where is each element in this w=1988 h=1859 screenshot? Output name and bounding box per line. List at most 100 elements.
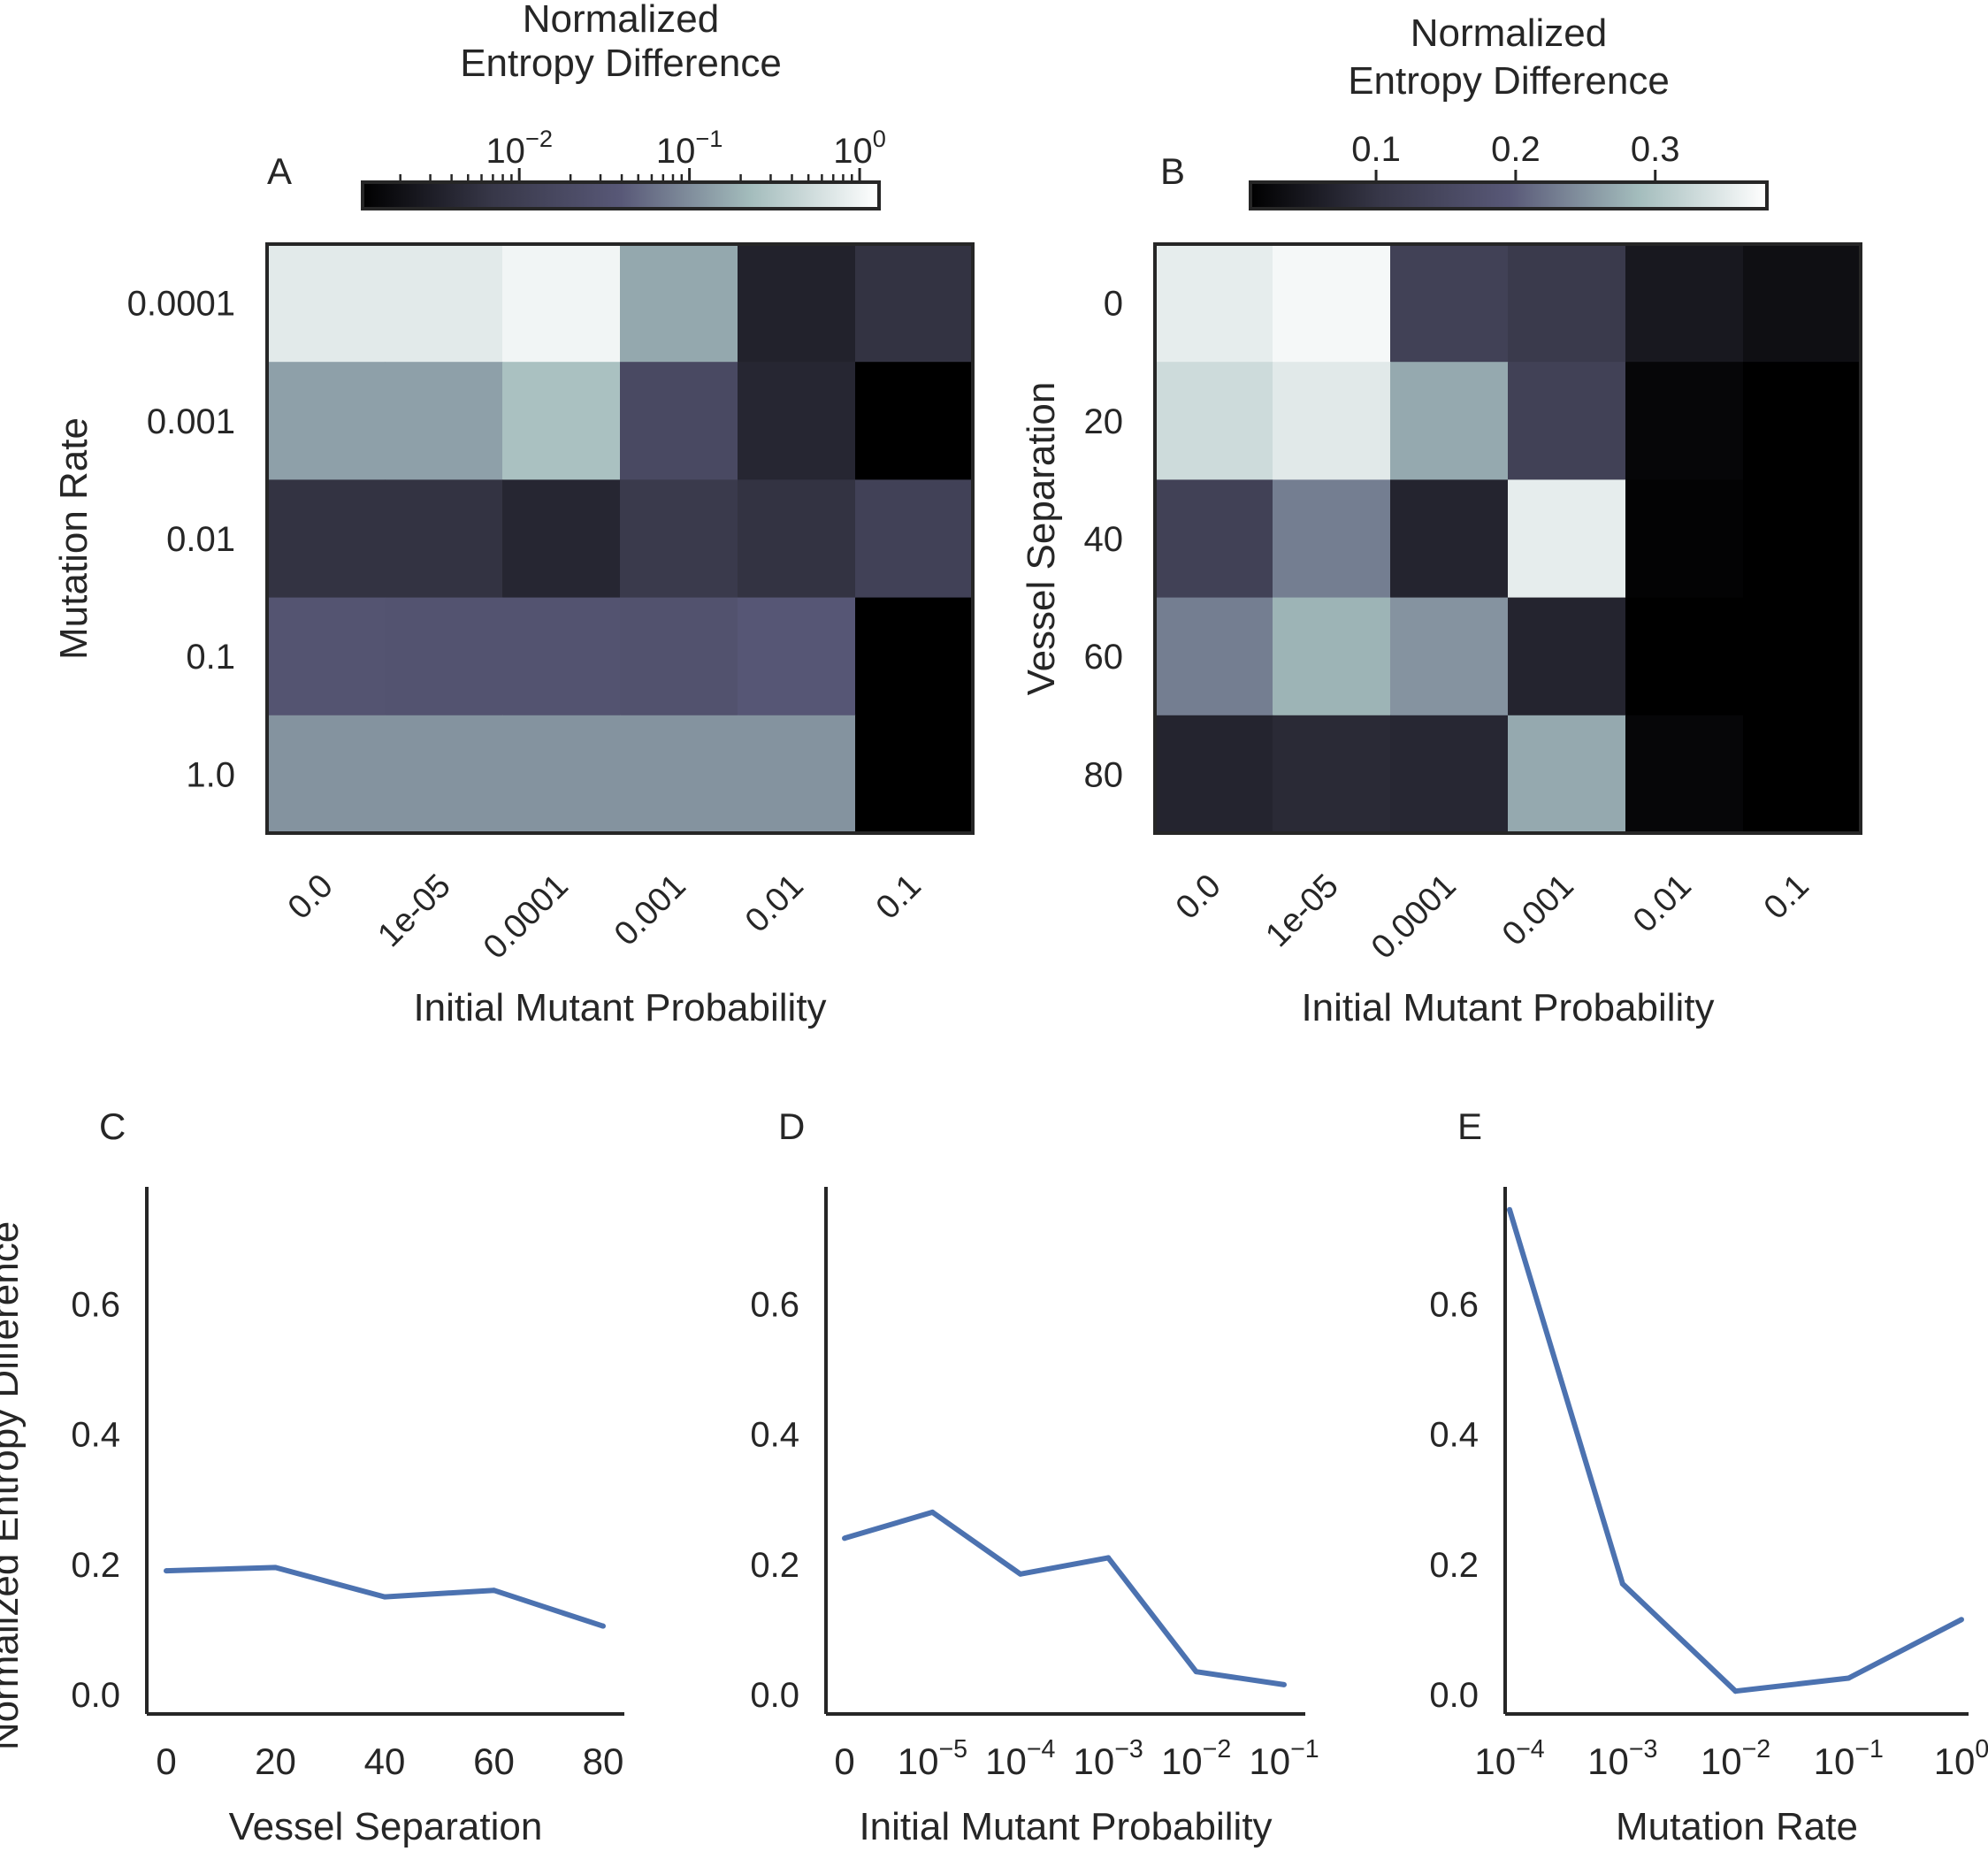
heatmap-cell [1390, 362, 1509, 480]
heatmap-cell [1508, 715, 1626, 834]
data-point [600, 1623, 606, 1629]
heatmap-cell [1625, 715, 1744, 834]
heatmap-cell [385, 362, 503, 480]
panel-label-b: B [1160, 150, 1185, 192]
heatmap-cell [1155, 479, 1273, 599]
heatmap-cell [502, 362, 621, 480]
y-tick-label: 20 [1084, 402, 1124, 441]
x-tick-label: 80 [583, 1740, 624, 1782]
x-tick-label: 60 [473, 1740, 515, 1782]
heatmap-cell [1743, 597, 1862, 716]
x-tick-label: 0.01 [1626, 868, 1699, 940]
colorbar-gradient [1249, 180, 1769, 210]
data-point [1732, 1688, 1739, 1695]
data-point [929, 1509, 936, 1515]
heatmap-cell [620, 715, 738, 834]
heatmap-cell [502, 479, 621, 599]
colorbar-tick-label: 100 [833, 125, 886, 171]
panel-label-a: A [267, 150, 292, 192]
y-axis-label: Mutation Rate [52, 417, 96, 660]
y-tick-label: 0.1 [186, 638, 235, 677]
heatmap-cell [1508, 362, 1626, 480]
heatmap-cell [855, 597, 974, 716]
heatmap-cell [1273, 479, 1391, 599]
heatmap-cell [1155, 244, 1273, 363]
y-tick-label: 0.6 [71, 1285, 120, 1324]
heatmap-cell [267, 597, 386, 716]
heatmap-cell [855, 244, 974, 363]
heatmap-cell [1743, 715, 1862, 834]
heatmap-cell [738, 479, 856, 599]
heatmap-cell [1625, 362, 1744, 480]
heatmap-cell [738, 362, 856, 480]
y-tick-label: 0.4 [71, 1416, 120, 1455]
y-tick-label: 0 [1104, 285, 1123, 324]
heatmap-cell [1273, 715, 1391, 834]
heatmap-cell [1155, 715, 1273, 834]
y-axis-label: Vessel Separation [1020, 382, 1063, 696]
x-tick-label: 10−5 [898, 1735, 967, 1782]
heatmap-cell [620, 362, 738, 480]
heatmap-cell [1390, 715, 1509, 834]
heatmap-cell [1743, 479, 1862, 599]
x-tick-label: 100 [1934, 1735, 1988, 1782]
y-tick-label: 0.0 [71, 1676, 120, 1715]
x-tick-label: 0.1 [869, 868, 929, 927]
heatmap-cell [385, 597, 503, 716]
data-point [1105, 1555, 1112, 1561]
x-axis-label: Initial Mutant Probability [413, 986, 826, 1029]
heatmap-cell [1508, 244, 1626, 363]
heatmap-cell [1625, 597, 1744, 716]
y-tick-label: 80 [1084, 755, 1124, 794]
x-tick-label: 0.01 [738, 868, 811, 940]
heatmap-cell [620, 244, 738, 363]
heatmap-cell [1625, 479, 1744, 599]
data-point [491, 1587, 497, 1594]
x-tick-label: 10−2 [1161, 1735, 1231, 1782]
data-point [1193, 1669, 1199, 1675]
heatmap-cell [738, 597, 856, 716]
heatmap-cell [1508, 479, 1626, 599]
y-tick-label: 0.6 [1429, 1285, 1479, 1324]
data-point [382, 1594, 387, 1600]
x-tick-label: 10−1 [1249, 1735, 1319, 1782]
y-tick-label: 0.4 [750, 1416, 799, 1455]
x-tick-label: 10−4 [985, 1735, 1055, 1782]
heatmap-cell [1155, 362, 1273, 480]
x-tick-label: 0 [834, 1740, 854, 1782]
heatmap-cell [1390, 597, 1509, 716]
y-tick-label: 0.6 [750, 1285, 799, 1324]
heatmap-frame [265, 242, 975, 835]
x-tick-label: 10−3 [1074, 1735, 1143, 1782]
data-point [1959, 1617, 1964, 1623]
heatmap-cell [1508, 597, 1626, 716]
y-tick-label: 0.0 [1429, 1676, 1479, 1715]
x-tick-label: 0.1 [1757, 868, 1816, 927]
x-tick-label: 10−2 [1701, 1735, 1770, 1782]
x-tick-label: 10−3 [1587, 1735, 1657, 1782]
colorbar-tick-label: 0.2 [1491, 130, 1541, 169]
y-tick-label: 0.01 [166, 520, 235, 559]
x-tick-label: 1e-05 [371, 868, 457, 954]
heatmap-cell [620, 479, 738, 599]
heatmap-cell [1273, 597, 1391, 716]
heatmap-cell [1273, 244, 1391, 363]
x-tick-label: 10−1 [1814, 1735, 1884, 1782]
colorbar-label-line2: Entropy Difference [1348, 59, 1670, 103]
heatmap-cell [385, 479, 503, 599]
y-axis-label: Normalized Entropy Difference [0, 1221, 27, 1750]
x-tick-label: 0.001 [608, 868, 693, 953]
x-axis-label: Initial Mutant Probability [859, 1805, 1272, 1848]
heatmap-cell [385, 244, 503, 363]
heatmap-cell [855, 362, 974, 480]
panel-label-e: E [1457, 1105, 1482, 1147]
heatmap-cell [502, 715, 621, 834]
data-point [1017, 1571, 1023, 1577]
data-point [1507, 1206, 1512, 1213]
colorbar-label-line1: Normalized [523, 0, 720, 41]
panel-label-c: C [99, 1105, 126, 1147]
y-tick-label: 40 [1084, 520, 1124, 559]
heatmap-cell [855, 715, 974, 834]
